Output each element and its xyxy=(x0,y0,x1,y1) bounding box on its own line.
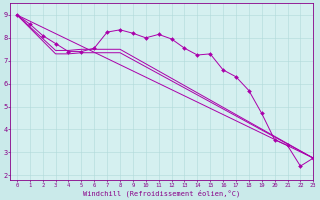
X-axis label: Windchill (Refroidissement éolien,°C): Windchill (Refroidissement éolien,°C) xyxy=(83,189,241,197)
